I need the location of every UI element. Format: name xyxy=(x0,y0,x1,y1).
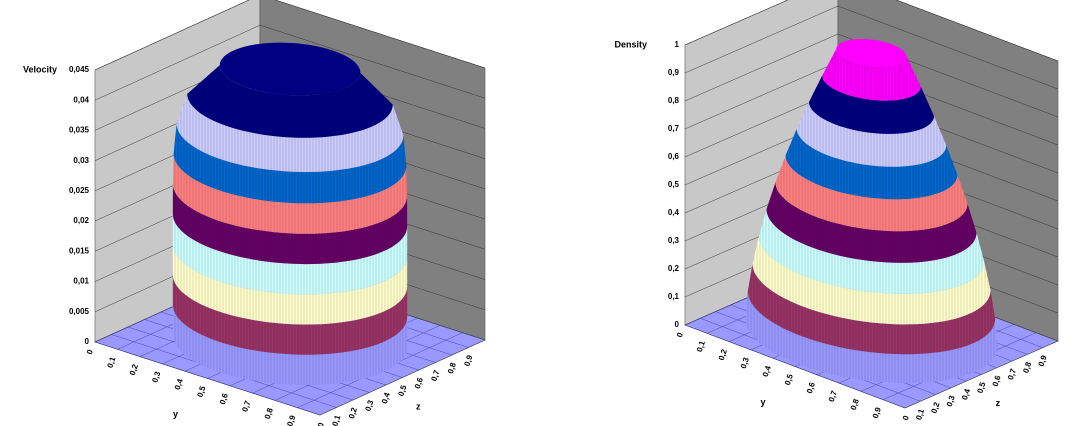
z-tick-label: 0 xyxy=(316,421,326,426)
z-tick-label: 0,9 xyxy=(462,353,474,367)
y-tick-label: 0,035 xyxy=(69,126,90,135)
surface-texture xyxy=(785,128,958,200)
y-tick-label: 0,4 xyxy=(668,208,680,217)
z-tick-label: 0,8 xyxy=(446,361,458,375)
z-tick-label: 0,8 xyxy=(1021,360,1033,374)
x-tick-label: 0,6 xyxy=(805,381,817,395)
z-tick-label: 0,6 xyxy=(991,374,1003,388)
surface-texture xyxy=(758,209,985,294)
y-tick-label: 0,02 xyxy=(73,216,89,225)
y-tick-label: 0,01 xyxy=(73,277,89,286)
y-tick-label: 0,7 xyxy=(668,124,680,133)
x-tick-label: 0,1 xyxy=(105,355,117,369)
y-tick-label: 0,1 xyxy=(668,292,680,301)
x-tick-label: 0,2 xyxy=(128,363,140,377)
x-tick-label: 0,5 xyxy=(195,384,207,398)
surface-texture xyxy=(187,65,393,138)
surface-texture xyxy=(745,291,998,384)
y-axis-title: Density xyxy=(614,39,647,49)
z-tick-label: 0,7 xyxy=(429,368,441,382)
x-axis-title: y xyxy=(173,409,178,419)
y-tick-label: 0,03 xyxy=(73,156,89,165)
y-tick-label: 1 xyxy=(675,40,680,49)
x-tick-label: 0,6 xyxy=(218,392,230,406)
y-tick-label: 0,045 xyxy=(69,65,90,74)
surface-texture xyxy=(809,75,934,134)
y-tick-label: 0,04 xyxy=(73,95,89,104)
y-tick-label: 0,8 xyxy=(668,96,680,105)
z-tick-label: 0,4 xyxy=(960,387,972,401)
z-axis-title: z xyxy=(416,402,421,412)
x-tick-label: 0,3 xyxy=(739,356,751,370)
surface-cap xyxy=(219,42,361,96)
x-tick-label: 0 xyxy=(85,348,95,356)
x-tick-label: 0,5 xyxy=(783,372,795,386)
y-tick-label: 0,015 xyxy=(69,246,90,255)
z-tick-label: 0,9 xyxy=(1037,354,1049,368)
y-tick-label: 0,005 xyxy=(69,307,90,316)
y-tick-label: 0,025 xyxy=(69,186,90,195)
surface-texture xyxy=(822,49,921,101)
z-tick-label: 0,5 xyxy=(975,380,987,394)
x-tick-label: 0,3 xyxy=(150,370,162,384)
x-tick-label: 0,1 xyxy=(695,339,707,353)
grid-line xyxy=(94,0,486,71)
surface-texture xyxy=(172,183,408,265)
x-tick-label: 0,4 xyxy=(761,364,773,378)
x-tick-label: 0,4 xyxy=(173,377,185,391)
surface-texture xyxy=(176,93,404,172)
z-tick-label: 0,5 xyxy=(396,383,408,397)
surface-texture xyxy=(172,214,408,295)
z-tick-label: 0,2 xyxy=(347,406,359,420)
z-tick-label: 0,6 xyxy=(413,376,425,390)
surface-texture xyxy=(173,123,407,204)
z-tick-label: 0,1 xyxy=(914,407,926,421)
surface-texture xyxy=(172,244,408,325)
x-tick-label: 0,8 xyxy=(263,406,275,420)
surface-texture xyxy=(172,153,408,234)
x-axis-title: y xyxy=(760,397,765,407)
grid-line xyxy=(684,0,1059,62)
y-tick-label: 0,5 xyxy=(668,180,680,189)
surface-texture xyxy=(775,155,968,232)
x-tick-label: 0,8 xyxy=(849,397,861,411)
z-axis-title: z xyxy=(996,398,1001,408)
surface-cap xyxy=(836,39,907,67)
y-tick-label: 0,3 xyxy=(668,236,680,245)
surface-texture xyxy=(752,236,991,325)
x-tick-label: 0,7 xyxy=(827,389,839,403)
surface-texture xyxy=(172,304,408,385)
surface-texture xyxy=(766,182,977,263)
grid-line xyxy=(94,24,486,101)
grid-line xyxy=(684,5,1059,90)
y-axis-title: Velocity xyxy=(23,64,57,74)
y-tick-label: 0 xyxy=(675,320,680,329)
z-tick-label: 0,3 xyxy=(363,398,375,412)
z-tick-label: 0,3 xyxy=(945,394,957,408)
x-tick-label: 0,9 xyxy=(871,406,883,420)
surface-texture xyxy=(172,274,408,355)
z-tick-label: 0,7 xyxy=(1006,367,1018,381)
surface-chart: 0 0,005 0,01 0,015 0,02 0,025 0,03 0,035 0,04 0,0… xyxy=(23,0,486,426)
floor-grid-line xyxy=(94,341,321,416)
x-tick-label: 0,7 xyxy=(240,399,252,413)
surface-texture xyxy=(747,263,996,355)
z-tick-label: 0,1 xyxy=(330,413,342,426)
x-tick-label: 0,9 xyxy=(285,414,297,426)
x-tick-label: 0,2 xyxy=(717,348,729,362)
y-tick-label: 0 xyxy=(85,337,90,346)
grid-line xyxy=(684,33,1059,118)
x-tick-label: 0 xyxy=(675,331,685,339)
floor-grid-line xyxy=(684,324,906,409)
z-tick-label: 0,2 xyxy=(930,401,942,415)
y-tick-label: 0,2 xyxy=(668,264,680,273)
z-tick-label: 0 xyxy=(901,414,911,422)
z-tick-label: 0,4 xyxy=(380,391,392,405)
y-tick-label: 0,9 xyxy=(668,68,680,77)
surface-texture xyxy=(796,102,947,167)
y-tick-label: 0,6 xyxy=(668,152,680,161)
surface-chart: 00,10,20,30,40,50,60,70,80,91Density00,1… xyxy=(614,0,1059,422)
